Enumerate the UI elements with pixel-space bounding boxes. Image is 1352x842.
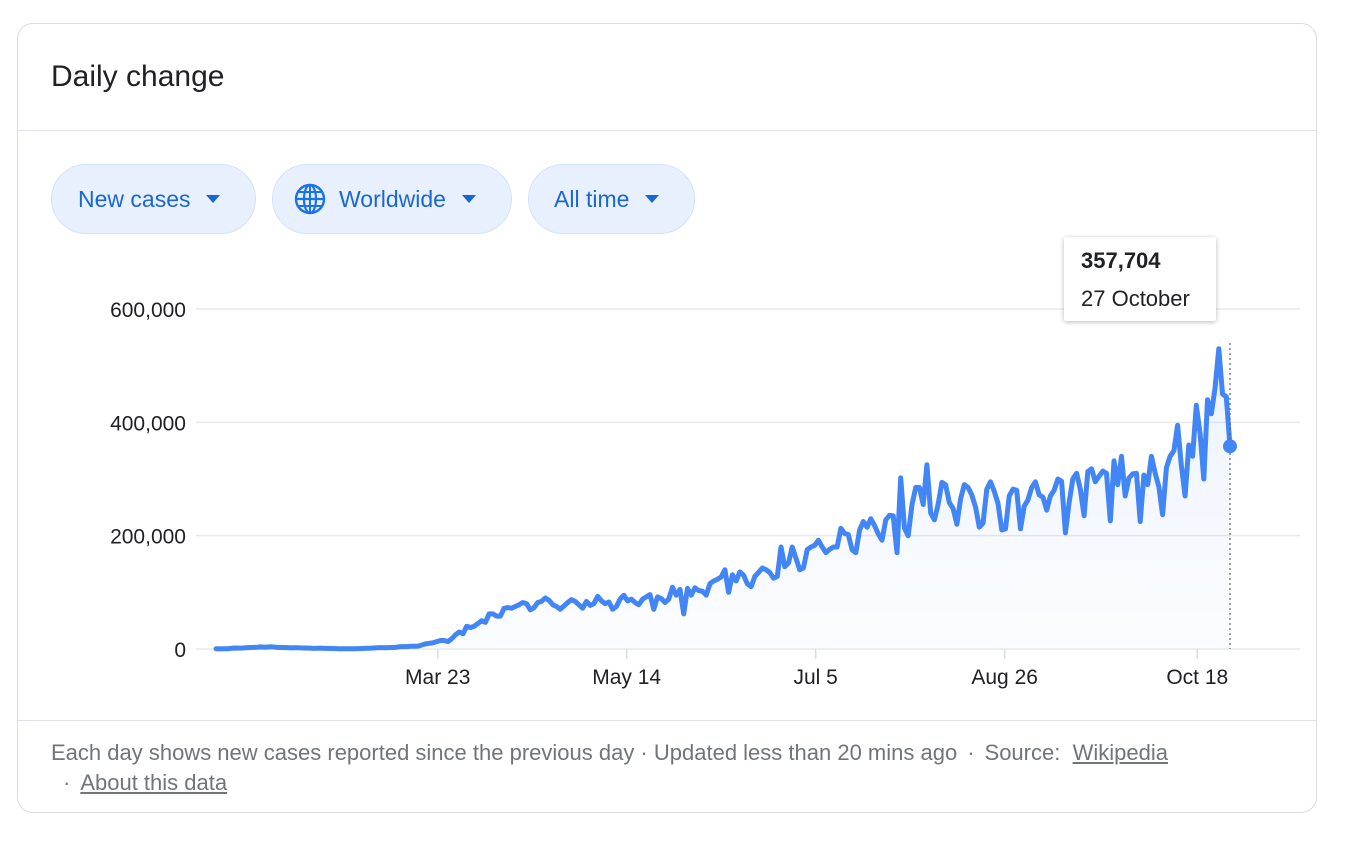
y-tick-label: 400,000 xyxy=(110,412,186,435)
footer-note: Each day shows new cases reported since … xyxy=(51,740,958,765)
y-axis: 0 200,000 400,000 600,000 xyxy=(110,299,186,662)
x-tick-label: Jul 5 xyxy=(793,666,837,689)
y-tick-label: 600,000 xyxy=(110,299,186,322)
caret-down-icon xyxy=(461,195,476,203)
caret-down-icon xyxy=(206,195,221,203)
tooltip-value: 357,704 xyxy=(1081,248,1161,273)
footer: Each day shows new cases reported since … xyxy=(51,740,1168,795)
tooltip-date: 27 October xyxy=(1081,286,1190,311)
footer-divider xyxy=(18,720,1316,721)
region-dropdown[interactable]: Worldwide xyxy=(272,164,512,234)
header-divider xyxy=(18,130,1316,131)
metric-dropdown-label: New cases xyxy=(78,185,191,212)
globe-icon xyxy=(294,183,326,215)
x-axis: Mar 23 May 14 Jul 5 Aug 26 Oct 18 xyxy=(405,649,1228,689)
daily-change-card: Daily change New cases Worldwide All tim… xyxy=(17,23,1317,813)
range-dropdown-label: All time xyxy=(554,185,630,212)
y-tick-label: 200,000 xyxy=(110,526,186,549)
card-title: Daily change xyxy=(51,60,225,93)
y-tick-label: 0 xyxy=(174,639,186,662)
about-data-link[interactable]: About this data xyxy=(80,770,228,795)
series-area xyxy=(216,348,1230,649)
x-tick-label: May 14 xyxy=(592,666,661,689)
wikipedia-link[interactable]: Wikipedia xyxy=(1072,740,1168,765)
x-tick-label: Mar 23 xyxy=(405,666,470,689)
range-dropdown[interactable]: All time xyxy=(528,164,695,234)
chart-tooltip: 357,704 27 October xyxy=(1064,237,1216,321)
highlight-point xyxy=(1223,439,1237,454)
region-dropdown-label: Worldwide xyxy=(339,185,446,212)
caret-down-icon xyxy=(645,195,660,203)
x-tick-label: Aug 26 xyxy=(971,666,1038,689)
source-label: Source: xyxy=(984,740,1061,765)
metric-dropdown[interactable]: New cases xyxy=(51,164,256,234)
x-tick-label: Oct 18 xyxy=(1166,666,1228,689)
series-line xyxy=(213,346,1233,652)
